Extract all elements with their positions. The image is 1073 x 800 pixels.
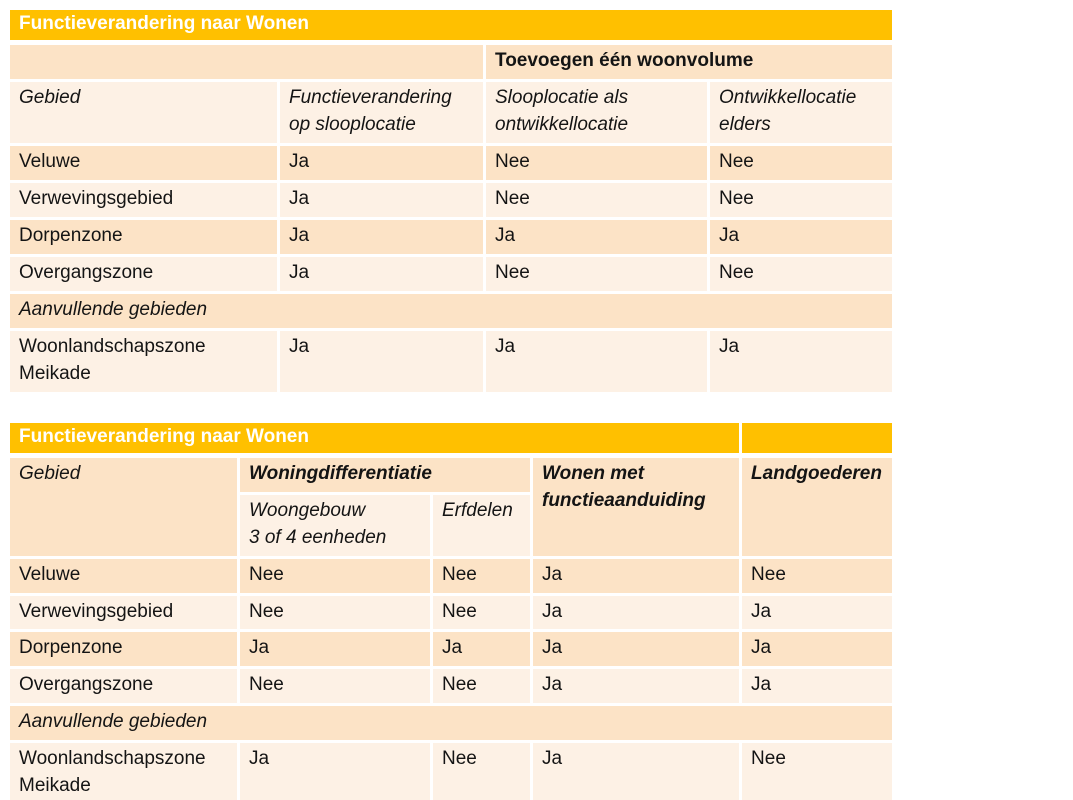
table2-header-row: Gebied Woningdifferentiatie Wonen met fu… xyxy=(7,453,896,559)
table-functieverandering-woningtypen: Functieverandering naar Wonen Gebied Won… xyxy=(6,419,896,800)
table-row-dorpenzone: Dorpenzone Ja Ja Ja Ja xyxy=(7,629,896,670)
table1-title: Functieverandering naar Wonen xyxy=(6,7,896,45)
cell-value: Ja xyxy=(277,216,486,257)
table2-col-header-wonen-met-functieaanduiding: Wonen met functieaanduiding xyxy=(529,453,743,559)
table2-section-row: Aanvullende gebieden xyxy=(6,703,896,744)
cell-value: Ja xyxy=(739,629,896,670)
table1-col-header-functieverandering-op-slooplocatie: Functieverandering op slooplocatie xyxy=(277,78,486,146)
table-row-veluwe: Veluwe Ja Nee Nee xyxy=(7,142,896,183)
table-row-verwevingsgebied: Verwevingsgebied Ja Nee Nee xyxy=(7,179,896,220)
cell-value: Nee xyxy=(483,253,710,294)
table1-col-header-slooplocatie-als-ontwikkellocatie: Slooplocatie als ontwikkellocatie xyxy=(483,78,710,146)
cell-value: Ja xyxy=(277,253,486,294)
cell-gebied: Veluwe xyxy=(7,555,240,596)
cell-gebied: Woonlandschapszone Meikade xyxy=(7,327,280,395)
table-row-overgangszone: Overgangszone Nee Nee Ja Ja xyxy=(7,666,896,707)
cell-value: Nee xyxy=(430,592,533,633)
table1-section-row: Aanvullende gebieden xyxy=(6,290,896,331)
table2-subheader-erfdelen: Erfdelen xyxy=(430,491,533,559)
table2-title: Functieverandering naar Wonen xyxy=(6,419,743,458)
table-row-veluwe: Veluwe Nee Nee Ja Nee xyxy=(7,555,896,596)
cell-value: Nee xyxy=(430,740,533,800)
table1-spanner-header: Toevoegen één woonvolume xyxy=(482,40,896,82)
table1-col-header-gebied: Gebied xyxy=(7,78,280,146)
cell-value: Ja xyxy=(483,216,710,257)
cell-gebied: Dorpenzone xyxy=(7,629,240,670)
table-row-overgangszone: Overgangszone Ja Nee Nee xyxy=(7,253,896,294)
cell-value: Ja xyxy=(430,629,533,670)
cell-value: Nee xyxy=(739,555,896,596)
table1-title-row: Functieverandering naar Wonen xyxy=(6,7,896,45)
table2-title-empty-cell xyxy=(739,419,896,458)
table-row-dorpenzone: Dorpenzone Ja Ja Ja xyxy=(7,216,896,257)
cell-value: Nee xyxy=(483,179,710,220)
table2-col-header-landgoederen: Landgoederen xyxy=(739,453,896,559)
cell-value: Nee xyxy=(430,666,533,707)
table1-spanner-row: Toevoegen één woonvolume xyxy=(7,40,896,82)
cell-value: Ja xyxy=(277,179,486,220)
cell-value: Nee xyxy=(483,142,710,183)
cell-value: Ja xyxy=(739,666,896,707)
table-row-woonlandschapszone-meikade: Woonlandschapszone Meikade Ja Nee Ja Nee xyxy=(7,740,896,800)
table1-empty-spanner-cell xyxy=(7,40,486,82)
cell-gebied: Overgangszone xyxy=(7,253,280,294)
cell-value: Nee xyxy=(237,592,433,633)
table1-col-header-ontwikkellocatie-elders: Ontwikkellocatie elders xyxy=(706,78,896,146)
cell-value: Nee xyxy=(706,179,896,220)
cell-value: Ja xyxy=(529,592,743,633)
cell-gebied: Veluwe xyxy=(7,142,280,183)
cell-value: Ja xyxy=(529,666,743,707)
cell-value: Nee xyxy=(706,253,896,294)
cell-gebied: Woonlandschapszone Meikade xyxy=(7,740,240,800)
section-header: Aanvullende gebieden xyxy=(6,290,896,331)
table2-col-header-woningdifferentiatie: Woningdifferentiatie xyxy=(237,453,533,495)
cell-value: Ja xyxy=(706,327,896,395)
section-header: Aanvullende gebieden xyxy=(6,703,896,744)
cell-value: Nee xyxy=(739,740,896,800)
cell-gebied: Dorpenzone xyxy=(7,216,280,257)
cell-value: Ja xyxy=(529,555,743,596)
cell-gebied: Overgangszone xyxy=(7,666,240,707)
tables-canvas: Functieverandering naar Wonen Toevoegen … xyxy=(6,7,896,800)
cell-value: Ja xyxy=(529,740,743,800)
table1-header-row: Gebied Functieverandering op slooplocati… xyxy=(7,78,896,146)
table2-subheader-row: Woongebouw 3 of 4 eenheden Erfdelen xyxy=(9,491,894,559)
cell-gebied: Verwevingsgebied xyxy=(7,179,280,220)
cell-value: Ja xyxy=(237,629,433,670)
table2-subheader-woongebouw: Woongebouw 3 of 4 eenheden xyxy=(237,491,433,559)
cell-value: Nee xyxy=(430,555,533,596)
cell-value: Nee xyxy=(706,142,896,183)
cell-gebied: Verwevingsgebied xyxy=(7,592,240,633)
table-row-verwevingsgebied: Verwevingsgebied Nee Nee Ja Ja xyxy=(7,592,896,633)
cell-value: Nee xyxy=(237,555,433,596)
cell-value: Ja xyxy=(739,592,896,633)
cell-value: Ja xyxy=(277,142,486,183)
cell-value: Ja xyxy=(237,740,433,800)
table2-title-row: Functieverandering naar Wonen xyxy=(6,419,896,458)
cell-value: Ja xyxy=(277,327,486,395)
table-functieverandering-woonvolume: Functieverandering naar Wonen Toevoegen … xyxy=(6,7,896,395)
cell-value: Ja xyxy=(483,327,710,395)
cell-value: Ja xyxy=(529,629,743,670)
table-row-woonlandschapszone-meikade: Woonlandschapszone Meikade Ja Ja Ja xyxy=(7,327,896,395)
cell-value: Nee xyxy=(237,666,433,707)
cell-value: Ja xyxy=(706,216,896,257)
table2-col-header-gebied: Gebied xyxy=(7,453,240,559)
